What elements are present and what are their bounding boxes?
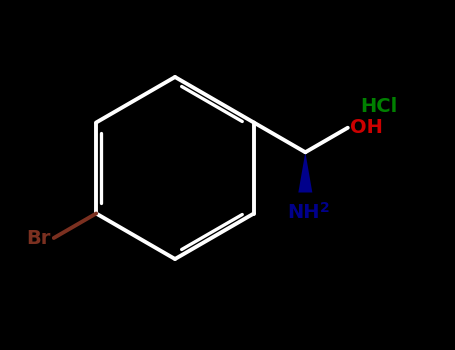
Text: HCl: HCl <box>361 97 398 116</box>
Text: 2: 2 <box>320 201 329 215</box>
Text: OH: OH <box>349 118 382 137</box>
Text: NH: NH <box>288 203 320 222</box>
Text: Br: Br <box>26 229 50 247</box>
Polygon shape <box>298 152 312 192</box>
